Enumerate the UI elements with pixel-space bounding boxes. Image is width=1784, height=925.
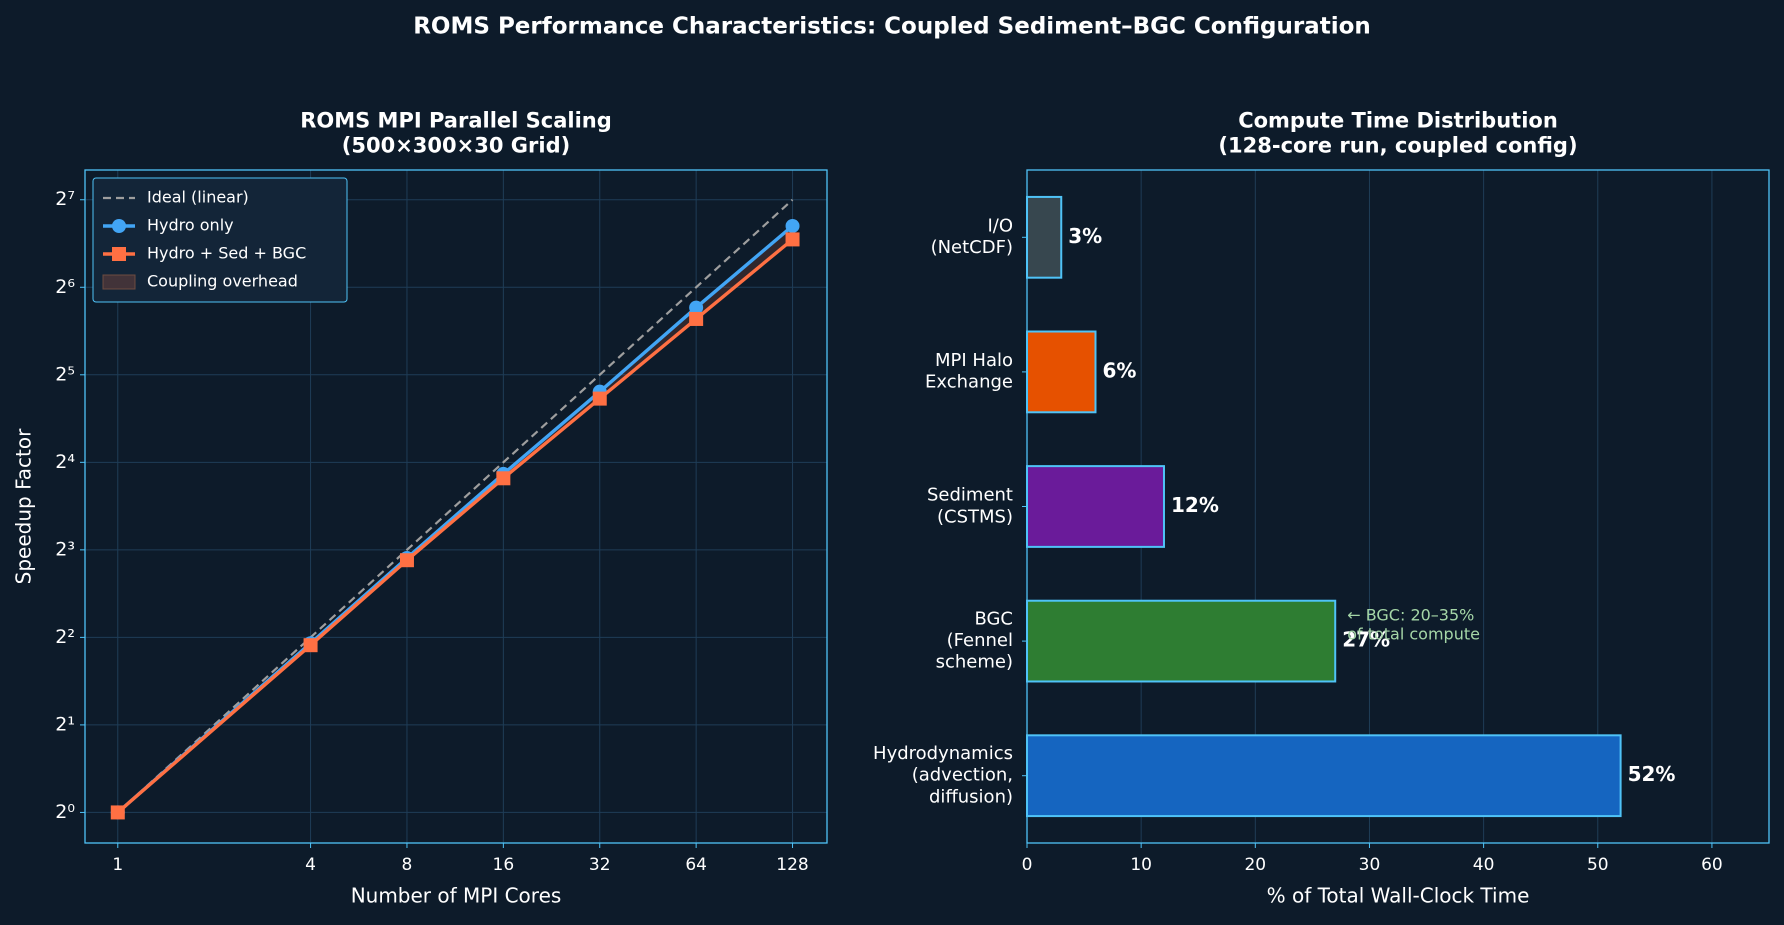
- x-tick-label: 20: [1244, 855, 1266, 875]
- y-tick-label: BGC (Fennel scheme): [936, 609, 1013, 673]
- value-label: 52%: [1628, 762, 1676, 786]
- y-tick-label: 2⁰: [55, 801, 75, 823]
- x-tick-label: 10: [1130, 855, 1152, 875]
- x-tick-label: 30: [1359, 855, 1381, 875]
- point: [496, 471, 511, 486]
- x-tick-label: 50: [1587, 855, 1609, 875]
- y-tick-label: Sediment (CSTMS): [927, 485, 1013, 528]
- point: [785, 232, 800, 247]
- point: [399, 553, 414, 568]
- legend-box: [92, 177, 348, 303]
- y-tick-label: 2⁵: [55, 363, 75, 385]
- y-tick-label: 2³: [55, 538, 75, 560]
- plot-frame: [1026, 169, 1770, 844]
- x-tick-label: 0: [1022, 855, 1033, 875]
- subplot-title: Compute Time Distribution (128-core run, …: [1218, 108, 1577, 157]
- point: [689, 311, 704, 326]
- y-tick-label: 2⁴: [55, 451, 75, 473]
- bar: [1026, 465, 1165, 548]
- x-tick-label: 1: [112, 855, 123, 875]
- x-axis-label: % of Total Wall-Clock Time: [1267, 884, 1530, 908]
- x-tick-label: 64: [685, 855, 707, 875]
- x-tick-label: 16: [493, 855, 515, 875]
- legend-label: Coupling overhead: [147, 272, 298, 291]
- value-label: 12%: [1171, 493, 1219, 517]
- y-tick-label: I/O (NetCDF): [931, 216, 1013, 259]
- x-tick-label: 4: [305, 855, 316, 875]
- x-axis-label: Number of MPI Cores: [351, 884, 562, 908]
- point: [592, 391, 607, 406]
- legend-label: Ideal (linear): [147, 188, 249, 207]
- y-axis-label: Speedup Factor: [12, 428, 36, 584]
- value-label: 3%: [1068, 224, 1102, 248]
- figure-title: ROMS Performance Characteristics: Couple…: [413, 14, 1371, 40]
- legend-marker: [112, 219, 126, 233]
- value-label: 6%: [1102, 358, 1136, 382]
- y-tick-label: 2⁶: [55, 276, 75, 298]
- bar: [1026, 195, 1063, 279]
- point: [303, 638, 318, 653]
- value-label: 27%: [1342, 628, 1390, 652]
- y-tick-label: MPI Halo Exchange: [925, 350, 1013, 393]
- y-tick-label: Hydrodynamics (advection, diffusion): [873, 743, 1013, 807]
- x-tick-label: 60: [1701, 855, 1723, 875]
- subplot-title: ROMS MPI Parallel Scaling (500×300×30 Gri…: [300, 108, 612, 157]
- legend-label: Hydro + Sed + BGC: [147, 244, 306, 263]
- x-tick-label: 8: [402, 855, 413, 875]
- y-tick-label: 2⁷: [55, 188, 75, 210]
- y-tick-label: 2¹: [55, 713, 75, 735]
- point: [785, 218, 800, 233]
- legend-patch: [102, 274, 136, 290]
- bar: [1026, 330, 1097, 414]
- x-tick-label: 128: [776, 855, 808, 875]
- point: [110, 805, 125, 820]
- point: [689, 300, 704, 315]
- y-tick-label: 2²: [55, 626, 75, 648]
- x-tick-label: 32: [589, 855, 611, 875]
- legend-label: Hydro only: [147, 216, 234, 235]
- legend-marker: [112, 247, 126, 261]
- x-tick-label: 40: [1473, 855, 1495, 875]
- bar: [1026, 599, 1337, 683]
- plot-frame: [84, 169, 828, 844]
- bar: [1026, 734, 1622, 818]
- annotation: ← BGC: 20–35% of total compute: [1347, 605, 1480, 643]
